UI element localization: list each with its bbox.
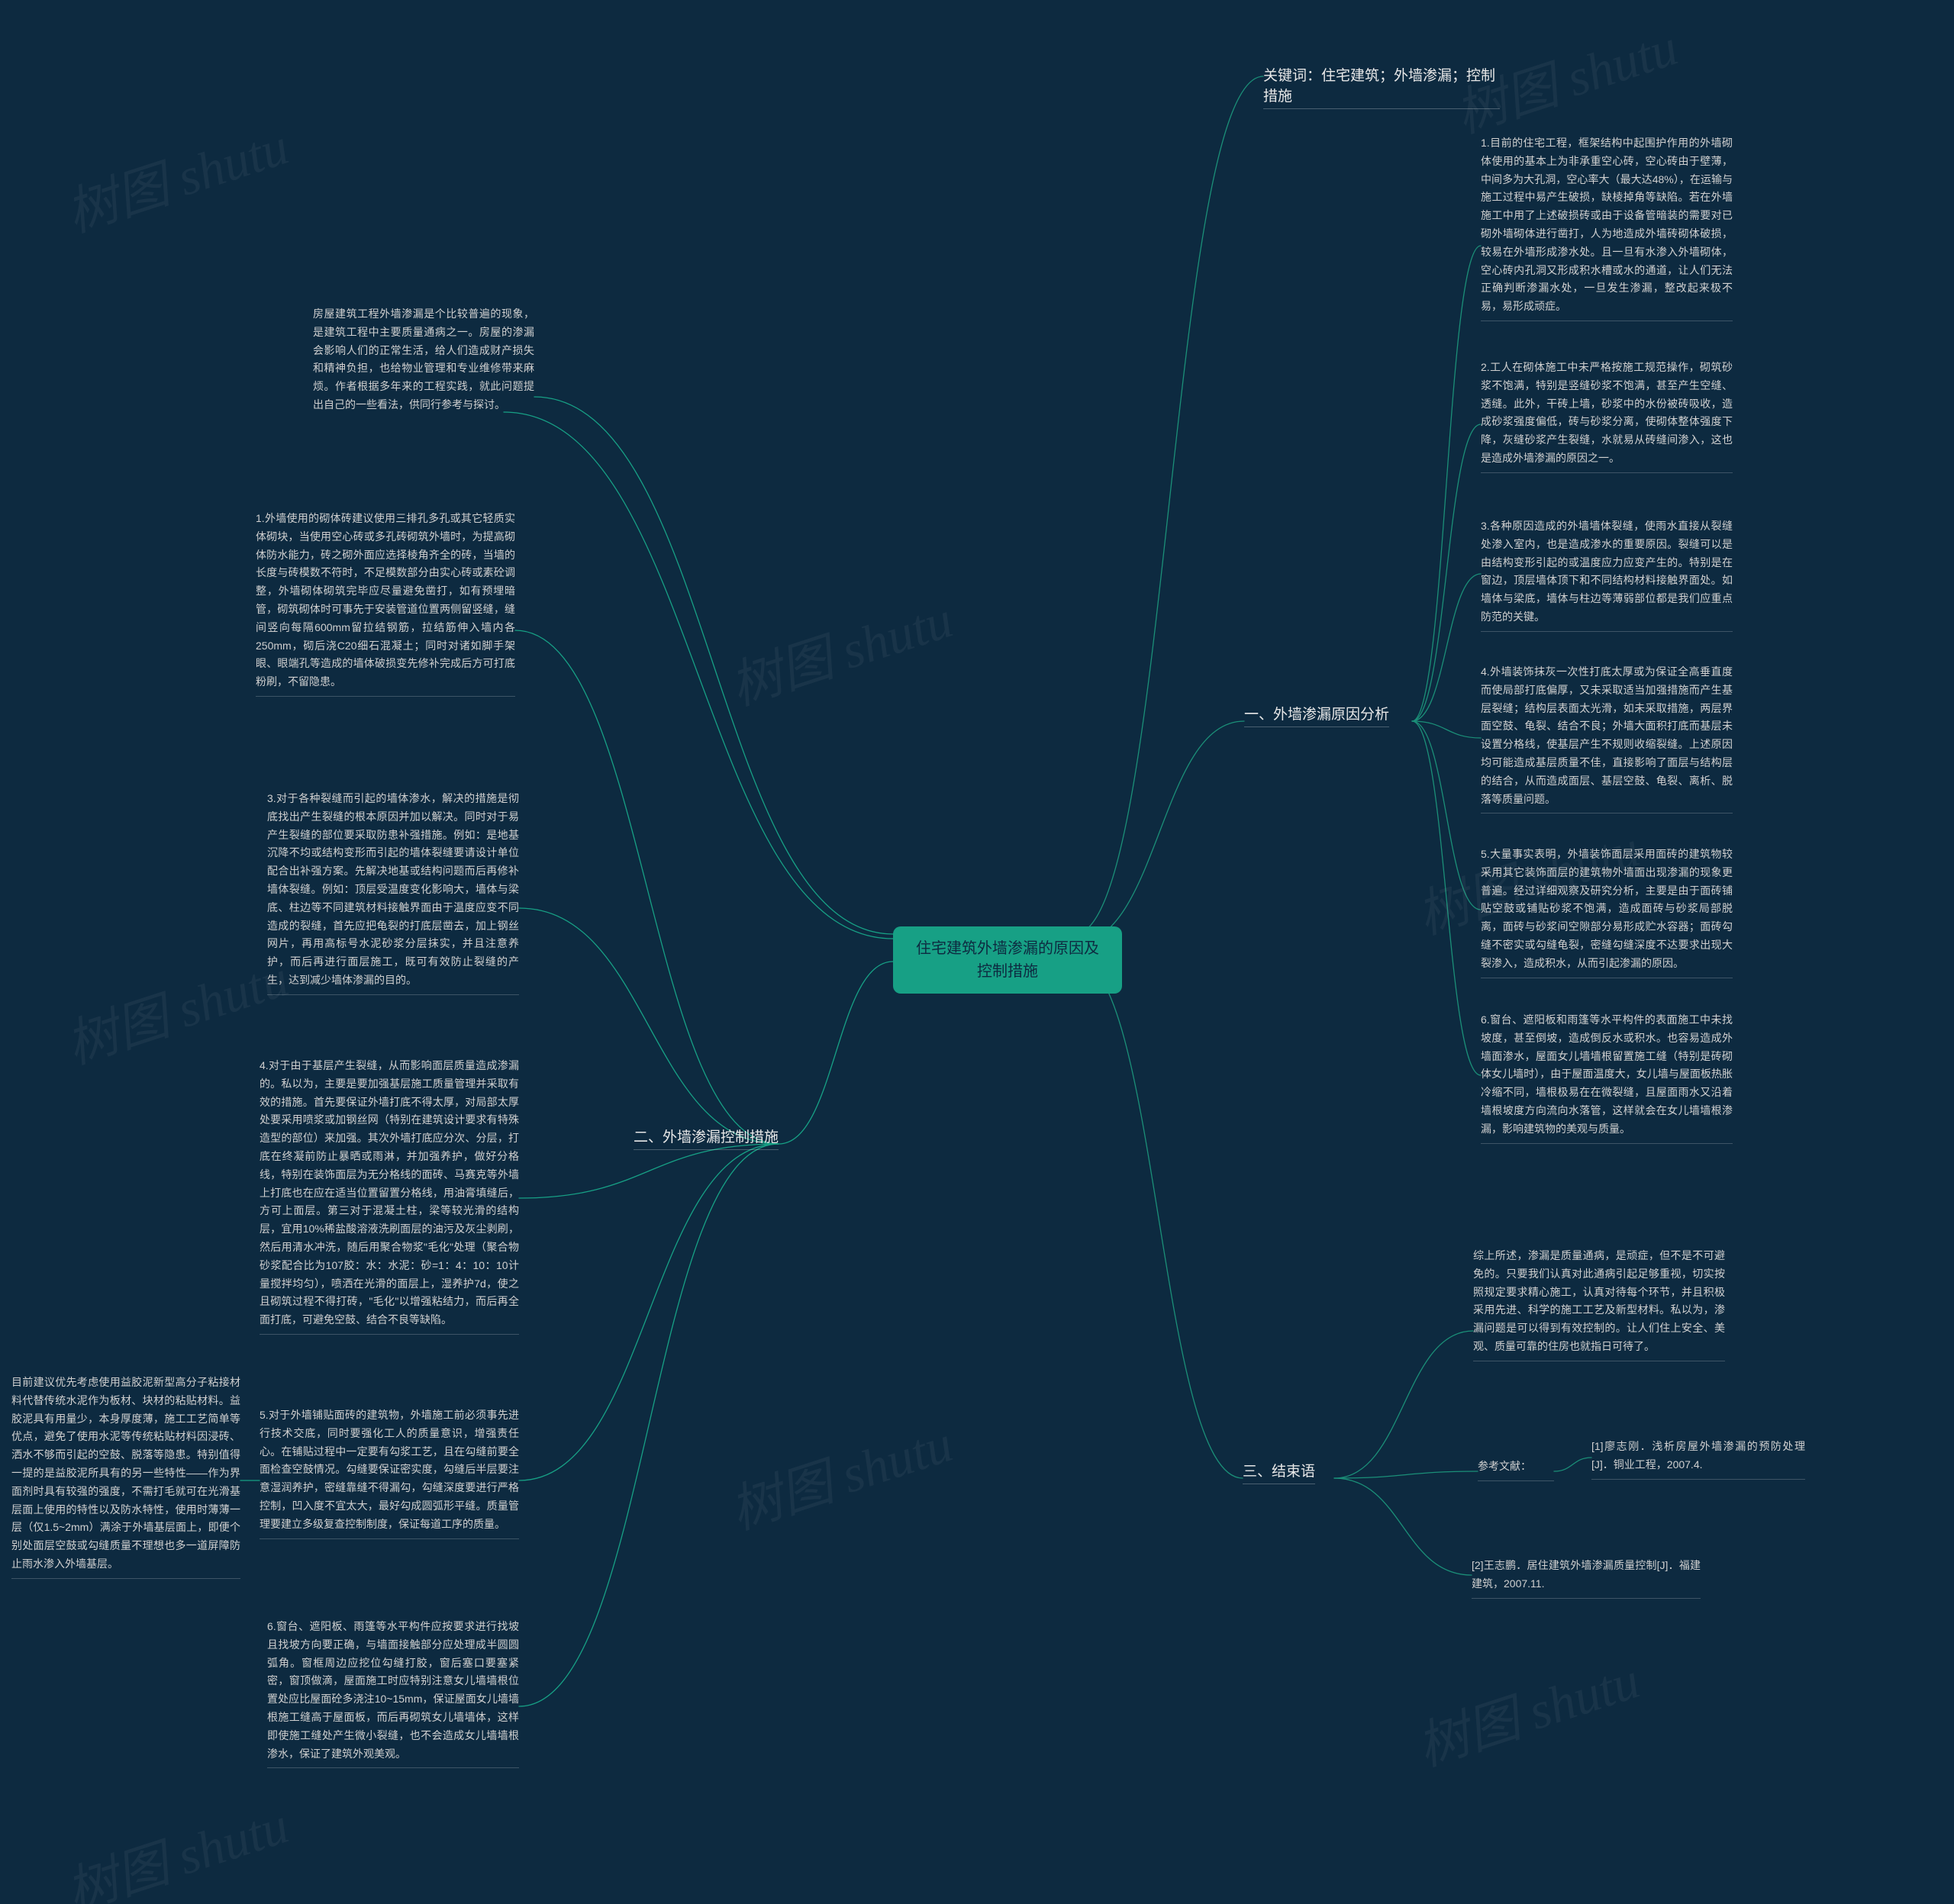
leaf-node[interactable]: 3.对于各种裂缝而引起的墙体渗水，解决的措施是彻底找出产生裂缝的根本原因并加以解…	[267, 790, 519, 995]
connector-path	[1334, 1478, 1472, 1575]
connector-path	[1075, 76, 1263, 934]
connector-path	[515, 630, 779, 1144]
watermark: 树图 shutu	[719, 1401, 960, 1544]
connector-path	[1554, 1458, 1591, 1471]
leaf-node[interactable]: 房屋建筑工程外墙渗漏是个比较普遍的现象，是建筑工程中主要质量通病之一。房屋的渗漏…	[313, 305, 534, 414]
leaf-node[interactable]: [2]王志鹏．居住建筑外墙渗漏质量控制[J]．福建建筑，2007.11.	[1472, 1557, 1701, 1599]
connector-path	[1412, 246, 1481, 721]
connector-path	[1334, 1331, 1473, 1478]
branch-label[interactable]: 三、结束语	[1243, 1460, 1315, 1484]
leaf-node[interactable]: 5.大量事实表明，外墙装饰面层采用面砖的建筑物较采用其它装饰面层的建筑物外墙面出…	[1481, 846, 1733, 978]
watermark: 树图 shutu	[719, 577, 960, 720]
connector-path	[519, 1144, 779, 1198]
leaf-node[interactable]: 3.各种原因造成的外墙墙体裂缝，使雨水直接从裂缝处渗入室内，也是造成渗水的重要原…	[1481, 517, 1733, 632]
leaf-node[interactable]: 4.外墙装饰抹灰一次性打底太厚或为保证全高垂直度而使局部打底偏厚，又未采取适当加…	[1481, 663, 1733, 813]
leaf-node[interactable]: 4.对于由于基层产生裂缝，从而影响面层质量造成渗漏的。私以为，主要是要加强基层施…	[260, 1057, 519, 1335]
connector-path	[1412, 424, 1481, 721]
branch-label[interactable]: 关键词：住宅建筑；外墙渗漏；控制措施	[1263, 64, 1500, 109]
leaf-node[interactable]: 1.外墙使用的砌体砖建议使用三排孔多孔或其它轻质实体砌块，当使用空心砖或多孔砖砌…	[256, 510, 515, 697]
connector-path	[779, 962, 893, 1144]
watermark: 树图 shutu	[1406, 1638, 1647, 1780]
watermark: 树图 shutu	[55, 104, 296, 246]
connector-path	[1075, 721, 1244, 943]
connector-path	[1075, 958, 1243, 1478]
mindmap-canvas: 住宅建筑外墙渗漏的原因及控制措施 关键词：住宅建筑；外墙渗漏；控制措施一、外墙渗…	[0, 0, 1954, 1904]
leaf-node[interactable]: 2.工人在砌体施工中未严格按施工规范操作，砌筑砂浆不饱满，特别是竖缝砂浆不饱满，…	[1481, 359, 1733, 473]
connector-path	[1334, 1471, 1478, 1478]
center-topic-text: 住宅建筑外墙渗漏的原因及控制措施	[916, 940, 1099, 980]
leaf-node[interactable]: 5.对于外墙铺贴面砖的建筑物，外墙施工前必须事先进行技术交底，同时要强化工人的质…	[260, 1406, 519, 1539]
center-topic[interactable]: 住宅建筑外墙渗漏的原因及控制措施	[893, 926, 1122, 994]
leaf-node[interactable]: 1.目前的住宅工程，框架结构中起围护作用的外墙砌体使用的基本上为非承重空心砖，空…	[1481, 134, 1733, 321]
connector-path	[1412, 721, 1481, 738]
connector-path	[519, 908, 779, 1144]
leaf-node[interactable]: 综上所述，渗漏是质量通病，是顽症，但不是不可避免的。只要我们认真对此通病引起足够…	[1473, 1247, 1725, 1361]
branch-label[interactable]: 二、外墙渗漏控制措施	[634, 1126, 779, 1150]
connector-path	[519, 1144, 779, 1706]
connector-path	[1412, 721, 1481, 1075]
leaf-node[interactable]: 6.窗台、遮阳板和雨篷等水平构件的表面施工中未找坡度，甚至倒坡，造成倒反水或积水…	[1481, 1011, 1733, 1144]
leaf-node[interactable]: 6.窗台、遮阳板、雨篷等水平构件应按要求进行找坡且找坡方向要正确，与墙面接触部分…	[267, 1618, 519, 1768]
leaf-node[interactable]: 目前建议优先考虑使用益胶泥新型高分子粘接材料代替传统水泥作为板材、块材的粘贴材料…	[11, 1374, 240, 1579]
connector-path	[504, 412, 893, 939]
connector-path	[519, 1144, 779, 1480]
leaf-node[interactable]: 参考文献：	[1478, 1458, 1554, 1481]
connector-path	[1412, 574, 1481, 721]
connector-path	[1412, 721, 1481, 910]
branch-label[interactable]: 一、外墙渗漏原因分析	[1244, 703, 1389, 727]
watermark: 树图 shutu	[55, 1783, 296, 1904]
leaf-node[interactable]: [1]廖志刚．浅析房屋外墙渗漏的预防处理[J]．铜业工程，2007.4.	[1591, 1438, 1805, 1480]
connector-path	[534, 397, 893, 934]
